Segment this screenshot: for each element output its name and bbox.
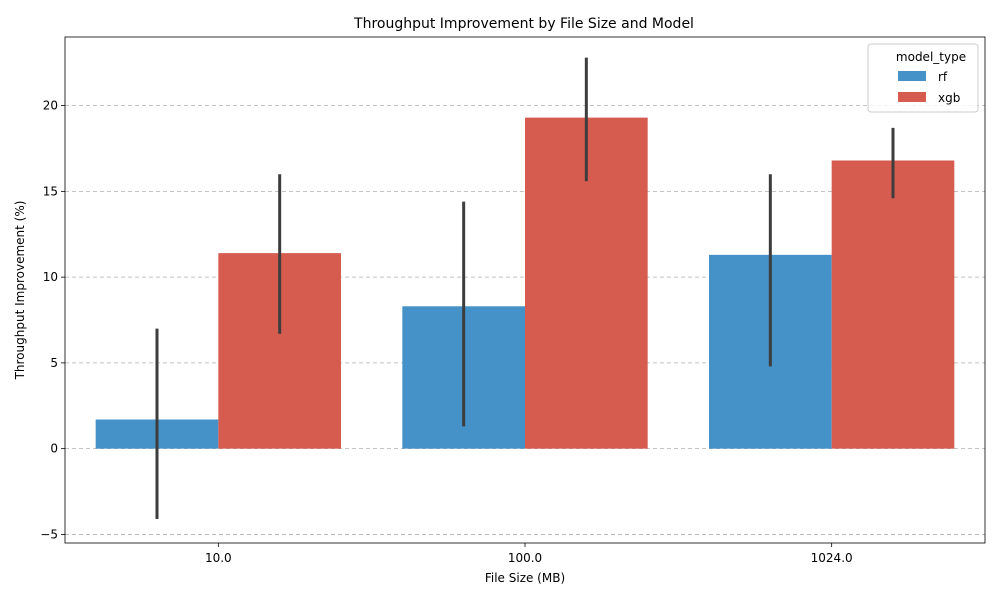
y-tick-label: 5 <box>50 356 58 370</box>
legend-swatch-xgb <box>898 92 926 102</box>
legend-swatch-rf <box>898 71 926 81</box>
chart-title: Throughput Improvement by File Size and … <box>353 16 694 32</box>
x-tick-label: 10.0 <box>205 551 232 565</box>
bars <box>95 117 955 449</box>
legend-label-rf: rf <box>938 70 948 84</box>
bar-xgb-1024.0 <box>831 160 955 449</box>
y-tick-label: 20 <box>43 99 58 113</box>
y-tick-label: 0 <box>50 442 58 456</box>
x-tick-label: 1024.0 <box>811 551 853 565</box>
x-tick-label: 100.0 <box>508 551 542 565</box>
error-bars <box>155 57 895 519</box>
legend-title: model_type <box>896 50 966 64</box>
legend: model_type rf xgb <box>867 43 979 113</box>
y-axis: −5 0 5 10 15 20 <box>40 99 65 541</box>
y-tick-label: −5 <box>40 527 58 541</box>
y-tick-label: 15 <box>43 184 58 198</box>
legend-label-xgb: xgb <box>938 91 960 105</box>
x-axis: 10.0 100.0 1024.0 <box>205 543 853 565</box>
x-axis-label: File Size (MB) <box>485 571 565 585</box>
y-axis-label: Throughput Improvement (%) <box>13 201 27 381</box>
y-tick-label: 10 <box>43 270 58 284</box>
